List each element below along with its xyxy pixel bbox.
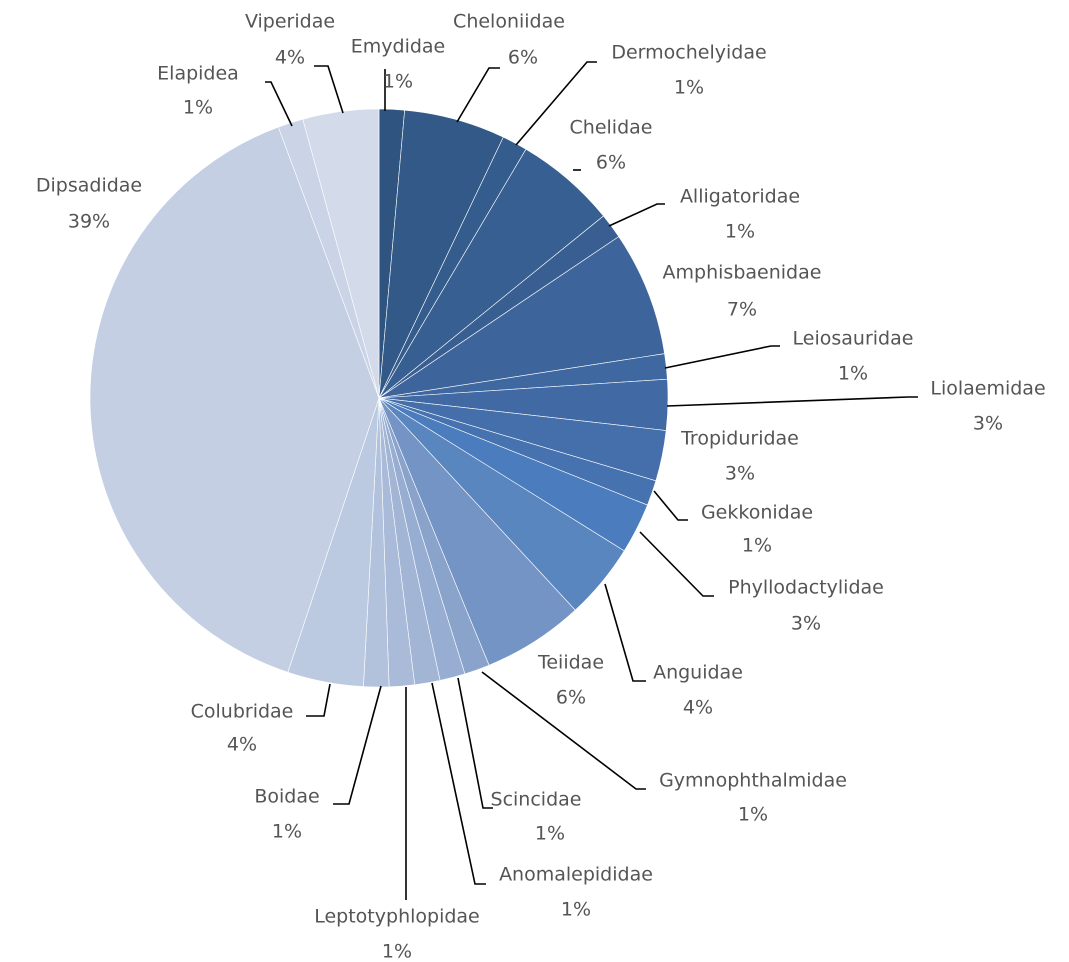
leader-line-colubridae	[306, 683, 331, 717]
label-alligatoridae: Alligatoridae	[680, 186, 800, 208]
percent-dermochelyidae: 1%	[674, 77, 704, 99]
percent-chelidae: 6%	[596, 152, 626, 174]
percent-emydidae: 1%	[383, 71, 413, 93]
slice-dipsadidae	[89, 126, 380, 673]
label-amphisbaenidae: Amphisbaenidae	[663, 262, 822, 284]
slice-viperidae	[302, 108, 380, 399]
label-anomalepididae: Anomalepididae	[499, 864, 653, 886]
slice-amphisbaenidae	[378, 236, 665, 399]
percent-teiidae: 6%	[556, 687, 586, 709]
leader-line-phyllodactylidae	[639, 531, 714, 597]
percent-scincidae: 1%	[535, 823, 565, 845]
percent-tropiduridae: 3%	[725, 463, 755, 485]
label-chelidae: Chelidae	[570, 117, 653, 139]
label-emydidae: Emydidae	[351, 36, 446, 58]
leader-line-alligatoridae	[608, 203, 665, 227]
label-anguidae: Anguidae	[653, 662, 743, 684]
label-gekkonidae: Gekkonidae	[701, 502, 813, 524]
percent-phyllodactylidae: 3%	[791, 613, 821, 635]
leader-line-gekkonidae	[653, 490, 688, 521]
label-boidae: Boidae	[254, 786, 319, 808]
pie-slices	[89, 108, 669, 688]
label-dipsadidae: Dipsadidae	[36, 175, 142, 197]
percent-elapidea: 1%	[183, 97, 213, 119]
leader-line-elapidea	[265, 81, 293, 127]
label-elapidea: Elapidea	[157, 63, 239, 85]
label-leiosauridae: Leiosauridae	[793, 328, 914, 350]
percent-cheloniidae: 6%	[508, 47, 538, 69]
leader-line-viperidae	[314, 65, 344, 114]
label-phyllodactylidae: Phyllodactylidae	[728, 577, 884, 599]
leader-line-leiosauridae	[664, 345, 780, 369]
data-labels: Emydidae 1% Cheloniidae 6% Dermochelyidae 1% C…	[36, 11, 1046, 962]
leader-line-scincidae	[457, 677, 493, 809]
leader-line-dermochelyidae	[515, 61, 597, 146]
leader-line-anguidae	[604, 583, 646, 682]
label-viperidae: Viperidae	[245, 11, 335, 33]
label-colubridae: Colubridae	[191, 701, 294, 723]
label-dermochelyidae: Dermochelyidae	[611, 42, 766, 64]
percent-gymnophthalmidae: 1%	[738, 804, 768, 826]
percent-anguidae: 4%	[683, 697, 713, 719]
label-scincidae: Scincidae	[491, 789, 582, 811]
label-liolaemidae: Liolaemidae	[930, 378, 1045, 400]
leader-line-anomalepididae	[431, 682, 486, 885]
percent-amphisbaenidae: 7%	[727, 299, 757, 321]
percent-dipsadidae: 39%	[68, 211, 110, 233]
leader-line-boidae	[333, 685, 382, 805]
percent-leptotyphlopidae: 1%	[382, 941, 412, 962]
percent-anomalepididae: 1%	[561, 899, 591, 921]
percent-alligatoridae: 1%	[725, 221, 755, 243]
leader-line-liolaemidae	[666, 396, 918, 407]
label-teiidae: Teiidae	[537, 652, 604, 674]
label-cheloniidae: Cheloniidae	[453, 11, 565, 33]
label-tropiduridae: Tropiduridae	[680, 428, 799, 450]
leader-line-cheloniidae	[456, 67, 500, 123]
percent-colubridae: 4%	[227, 734, 257, 756]
label-gymnophthalmidae: Gymnophthalmidae	[659, 770, 847, 792]
percent-boidae: 1%	[272, 821, 302, 843]
label-leptotyphlopidae: Leptotyphlopidae	[314, 906, 480, 928]
percent-gekkonidae: 1%	[742, 535, 772, 557]
percent-liolaemidae: 3%	[973, 413, 1003, 435]
leader-line-gymnophthalmidae	[481, 671, 646, 790]
percent-leiosauridae: 1%	[838, 363, 868, 385]
leader-lines	[265, 61, 918, 900]
percent-viperidae: 4%	[275, 47, 305, 69]
